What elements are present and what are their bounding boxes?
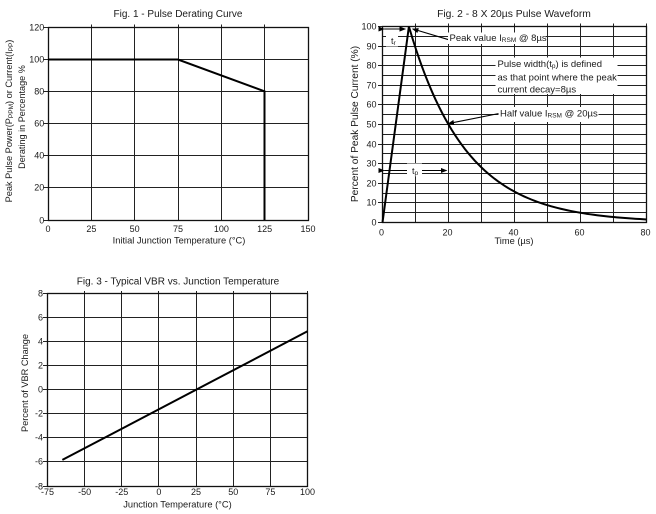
svg-text:Peak Pulse Power(PPPM) or Curr: Peak Pulse Power(PPPM) or Current(IPP) — [4, 40, 15, 203]
svg-text:0: 0 — [371, 218, 376, 228]
svg-text:40: 40 — [366, 140, 376, 150]
svg-text:Initial Junction Temperature (: Initial Junction Temperature (°C) — [113, 236, 246, 246]
svg-text:2: 2 — [38, 361, 43, 371]
svg-text:75: 75 — [173, 224, 183, 234]
svg-text:Percent of VBR Change: Percent of VBR Change — [20, 334, 30, 432]
svg-text:0: 0 — [156, 487, 161, 497]
svg-text:100: 100 — [300, 487, 315, 497]
svg-text:8: 8 — [38, 289, 43, 299]
svg-text:0: 0 — [39, 216, 44, 226]
svg-text:50: 50 — [366, 120, 376, 130]
svg-text:-4: -4 — [35, 433, 43, 443]
svg-text:Fig. 2 - 8 X 20µs Pulse Wavefo: Fig. 2 - 8 X 20µs Pulse Waveform — [437, 9, 591, 20]
svg-text:Half value IRSM @ 20µs: Half value IRSM @ 20µs — [500, 109, 598, 120]
svg-text:tr: tr — [391, 36, 397, 47]
svg-text:Time (µs): Time (µs) — [494, 236, 533, 246]
svg-text:0: 0 — [379, 228, 384, 238]
svg-text:60: 60 — [366, 100, 376, 110]
svg-text:-2: -2 — [35, 409, 43, 419]
svg-text:120: 120 — [29, 23, 44, 33]
svg-text:40: 40 — [508, 228, 518, 238]
svg-text:75: 75 — [265, 487, 275, 497]
svg-text:150: 150 — [300, 224, 315, 234]
svg-text:30: 30 — [366, 159, 376, 169]
svg-text:10: 10 — [366, 198, 376, 208]
svg-text:current decay=8µs: current decay=8µs — [498, 85, 577, 96]
svg-text:60: 60 — [574, 228, 584, 238]
svg-text:0: 0 — [38, 385, 43, 395]
svg-text:50: 50 — [130, 224, 140, 234]
svg-text:80: 80 — [366, 61, 376, 71]
svg-text:Fig. 1 - Pulse Derating Curve: Fig. 1 - Pulse Derating Curve — [114, 9, 243, 20]
svg-text:20: 20 — [34, 183, 44, 193]
svg-text:80: 80 — [640, 228, 650, 238]
svg-text:-25: -25 — [115, 487, 128, 497]
svg-text:as that point where the peak: as that point where the peak — [498, 73, 618, 84]
svg-text:Derating in Percentage %: Derating in Percentage % — [17, 65, 27, 169]
svg-text:70: 70 — [366, 81, 376, 91]
svg-text:125: 125 — [257, 224, 272, 234]
svg-text:-8: -8 — [35, 482, 43, 492]
svg-text:60: 60 — [34, 119, 44, 129]
svg-text:-6: -6 — [35, 457, 43, 467]
svg-text:tp: tp — [412, 166, 419, 177]
svg-text:100: 100 — [29, 55, 44, 65]
svg-text:25: 25 — [86, 224, 96, 234]
svg-text:100: 100 — [214, 224, 229, 234]
svg-text:50: 50 — [228, 487, 238, 497]
svg-text:100: 100 — [361, 22, 376, 32]
svg-text:20: 20 — [366, 179, 376, 189]
svg-text:Percent of Peak Pulse Current: Percent of Peak Pulse Current (%) — [350, 46, 361, 202]
svg-text:20: 20 — [442, 228, 452, 238]
svg-text:-50: -50 — [78, 487, 91, 497]
svg-text:0: 0 — [45, 224, 50, 234]
svg-text:Fig. 3 - Typical VBR vs. Junct: Fig. 3 - Typical VBR vs. Junction Temper… — [77, 277, 280, 288]
svg-text:-75: -75 — [41, 487, 54, 497]
svg-text:90: 90 — [366, 42, 376, 52]
svg-text:Peak value IRSM @ 8µs: Peak value IRSM @ 8µs — [450, 33, 547, 44]
svg-text:6: 6 — [38, 313, 43, 323]
svg-text:25: 25 — [191, 487, 201, 497]
svg-text:Pulse width(tp) is defined: Pulse width(tp) is defined — [498, 59, 603, 70]
svg-text:Junction Temperature (°C): Junction Temperature (°C) — [123, 500, 231, 510]
svg-text:80: 80 — [34, 87, 44, 97]
svg-text:40: 40 — [34, 151, 44, 161]
svg-text:4: 4 — [38, 337, 43, 347]
